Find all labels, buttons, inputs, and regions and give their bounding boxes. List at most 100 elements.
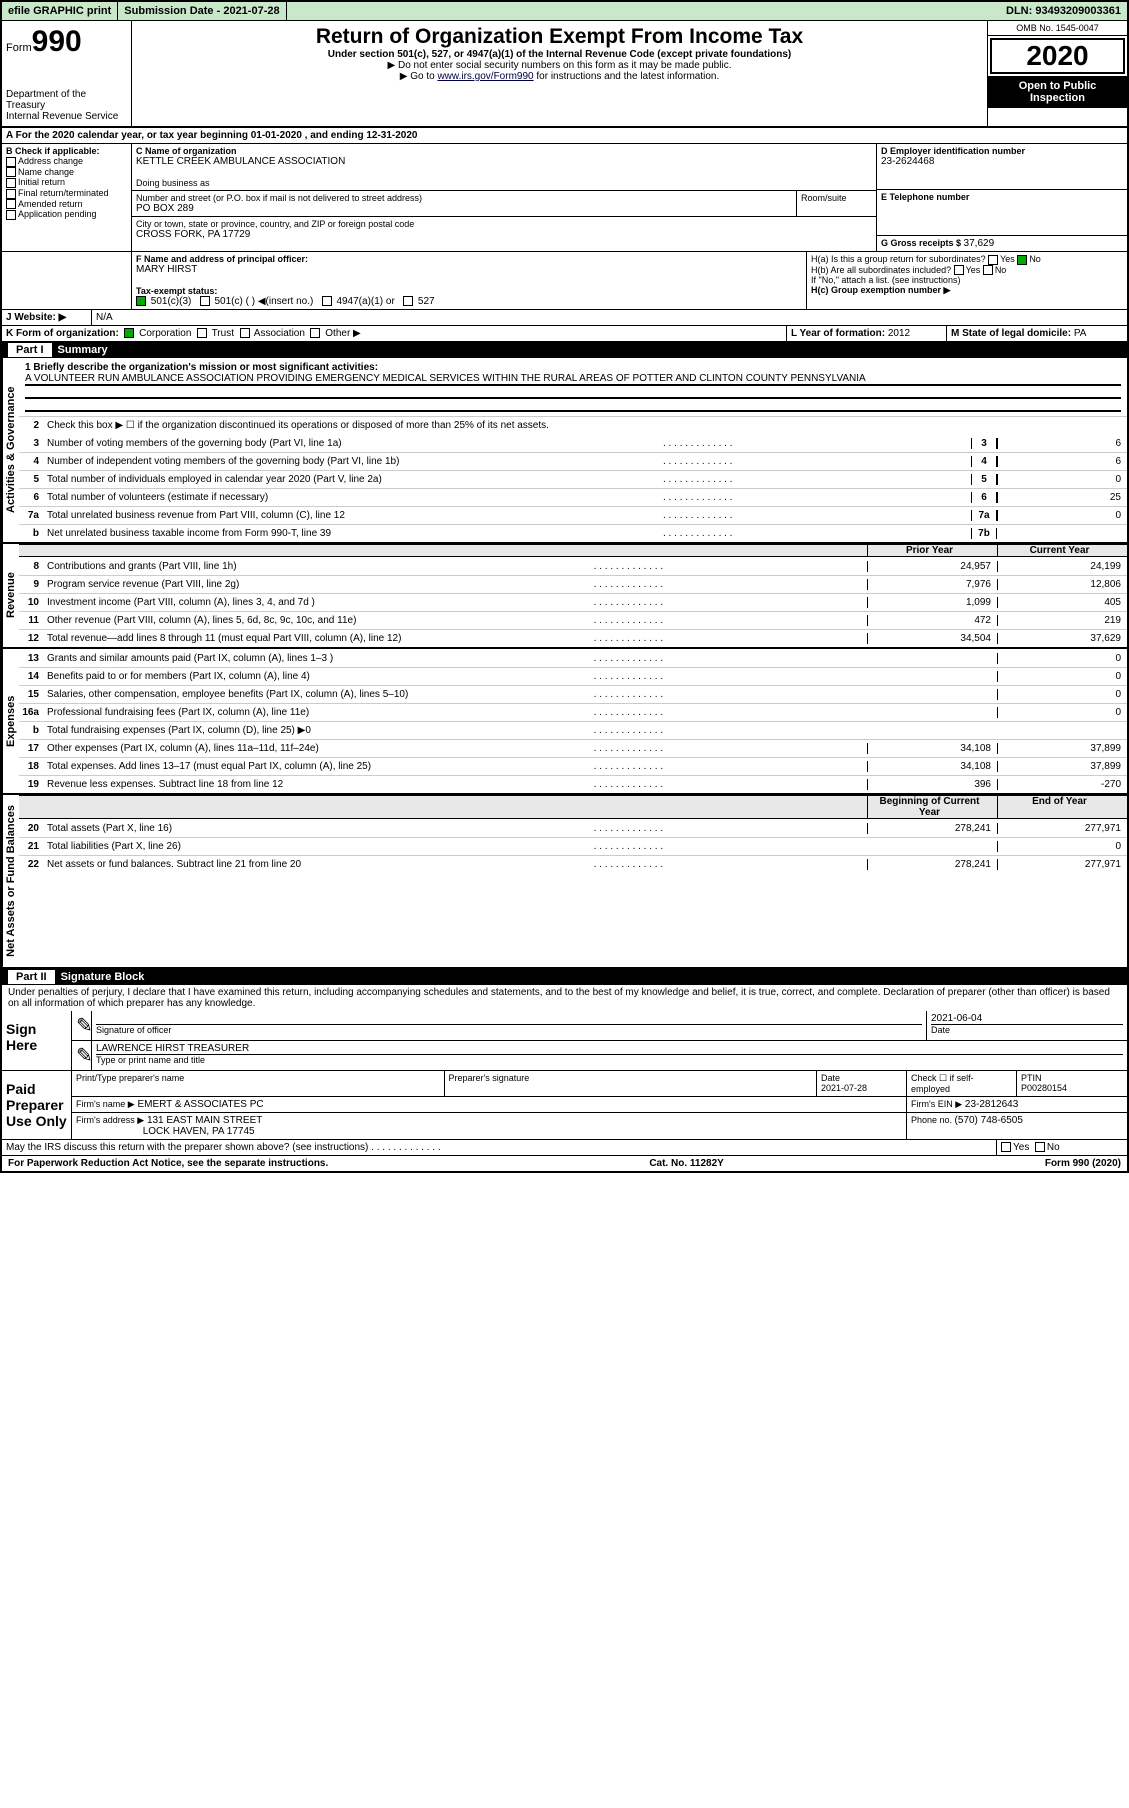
period-text: A For the 2020 calendar year, or tax yea… xyxy=(2,128,1127,143)
side-netassets: Net Assets or Fund Balances xyxy=(2,795,19,967)
box-hc: H(c) Group exemption number ▶ xyxy=(811,285,1123,296)
row-j: J Website: ▶ N/A xyxy=(2,310,1127,326)
phone-label: E Telephone number xyxy=(881,192,1123,202)
row-a-period: A For the 2020 calendar year, or tax yea… xyxy=(2,128,1127,144)
firm-phone: (570) 748-6505 xyxy=(955,1115,1023,1126)
part-1-header: Part ISummary xyxy=(2,342,1127,358)
city-label: City or town, state or province, country… xyxy=(136,219,872,229)
row-fh: F Name and address of principal officer:… xyxy=(2,252,1127,310)
header-middle: Return of Organization Exempt From Incom… xyxy=(132,21,987,126)
entity-block: B Check if applicable: Address change Na… xyxy=(2,144,1127,252)
box-defg: D Employer identification number 23-2624… xyxy=(877,144,1127,251)
org-city: CROSS FORK, PA 17729 xyxy=(136,229,872,240)
org-address: PO BOX 289 xyxy=(136,203,792,214)
eoy-hdr: End of Year xyxy=(997,796,1127,818)
cb-hb-yes[interactable] xyxy=(954,265,964,275)
section-activities: Activities & Governance 1 Briefly descri… xyxy=(2,358,1127,544)
dln: DLN: 93493209003361 xyxy=(1000,2,1127,20)
pen-icon: ✎ xyxy=(72,1041,92,1070)
form-title: Return of Organization Exempt From Incom… xyxy=(136,25,983,49)
footer-left: For Paperwork Reduction Act Notice, see … xyxy=(8,1158,328,1169)
sig-officer-label: Signature of officer xyxy=(96,1025,922,1035)
cb-amended[interactable] xyxy=(6,199,16,209)
cb-address-change[interactable] xyxy=(6,157,16,167)
open-to-public: Open to Public Inspection xyxy=(988,76,1127,108)
tax-year: 2020 xyxy=(990,38,1125,74)
ptin: P00280154 xyxy=(1021,1083,1067,1093)
cb-app-pending[interactable] xyxy=(6,210,16,220)
ein-label: D Employer identification number xyxy=(881,146,1123,156)
cb-assoc[interactable] xyxy=(240,328,250,338)
officer-name-title: LAWRENCE HIRST TREASURER xyxy=(96,1043,1123,1055)
omb-number: OMB No. 1545-0047 xyxy=(988,21,1127,36)
cb-4947[interactable] xyxy=(322,296,332,306)
side-expenses: Expenses xyxy=(2,649,19,793)
room-suite-label: Room/suite xyxy=(796,191,876,216)
cb-discuss-no[interactable] xyxy=(1035,1142,1045,1152)
bcy-hdr: Beginning of Current Year xyxy=(867,796,997,818)
cb-501c[interactable] xyxy=(200,296,210,306)
form-number: Form990 xyxy=(6,25,127,59)
gross-receipts-label: G Gross receipts $ xyxy=(881,238,964,248)
cb-501c3[interactable] xyxy=(136,296,146,306)
principal-officer: MARY HIRST xyxy=(136,264,802,275)
part-2-header: Part IISignature Block xyxy=(2,969,1127,985)
submission-date: Submission Date - 2021-07-28 xyxy=(118,2,286,20)
pen-icon: ✎ xyxy=(72,1011,92,1040)
mission-label: 1 Briefly describe the organization's mi… xyxy=(25,362,1121,373)
irs-link[interactable]: www.irs.gov/Form990 xyxy=(437,71,533,82)
cb-ha-yes[interactable] xyxy=(988,255,998,265)
part-2-no: Part II xyxy=(8,970,55,984)
prep-date: 2021-07-28 xyxy=(821,1083,867,1093)
form-990-page: efile GRAPHIC print Submission Date - 20… xyxy=(0,0,1129,1173)
prep-name-label: Print/Type preparer's name xyxy=(72,1071,445,1096)
firm-addr2: LOCK HAVEN, PA 17745 xyxy=(143,1126,255,1137)
dba-label: Doing business as xyxy=(136,178,872,188)
box-f-label: F Name and address of principal officer: xyxy=(136,254,802,264)
firm-ein: 23-2812643 xyxy=(965,1099,1018,1110)
sign-here-block: Sign Here ✎ Signature of officer 2021-06… xyxy=(2,1011,1127,1071)
box-i-label: Tax-exempt status: xyxy=(136,286,217,296)
firm-addr1: 131 EAST MAIN STREET xyxy=(147,1115,262,1126)
cb-trust[interactable] xyxy=(197,328,207,338)
form-subtitle-3: ▶ Go to www.irs.gov/Form990 for instruct… xyxy=(136,71,983,82)
cb-final-return[interactable] xyxy=(6,189,16,199)
efile-label[interactable]: efile GRAPHIC print xyxy=(2,2,118,20)
box-hb-note: If "No," attach a list. (see instruction… xyxy=(811,275,1123,285)
firm-name: EMERT & ASSOCIATES PC xyxy=(137,1099,263,1110)
date-label: Date xyxy=(931,1025,1123,1035)
cb-initial-return[interactable] xyxy=(6,178,16,188)
cb-hb-no[interactable] xyxy=(983,265,993,275)
gross-receipts: 37,629 xyxy=(964,238,995,249)
cb-discuss-yes[interactable] xyxy=(1001,1142,1011,1152)
cb-corp[interactable] xyxy=(124,328,134,338)
section-expenses: Expenses 13Grants and similar amounts pa… xyxy=(2,649,1127,795)
cb-527[interactable] xyxy=(403,296,413,306)
box-j-label: J Website: ▶ xyxy=(2,310,92,325)
paid-preparer-block: Paid Preparer Use Only Print/Type prepar… xyxy=(2,1071,1127,1140)
sig-date: 2021-06-04 xyxy=(931,1013,1123,1025)
discuss-row: May the IRS discuss this return with the… xyxy=(2,1140,1127,1156)
box-c: C Name of organization KETTLE CREEK AMBU… xyxy=(132,144,877,251)
box-l: L Year of formation: 2012 xyxy=(787,326,947,341)
section-netassets: Net Assets or Fund Balances Beginning of… xyxy=(2,795,1127,969)
header-right: OMB No. 1545-0047 2020 Open to Public In… xyxy=(987,21,1127,126)
cb-other[interactable] xyxy=(310,328,320,338)
box-b: B Check if applicable: Address change Na… xyxy=(2,144,132,251)
sign-here-label: Sign Here xyxy=(2,1011,72,1070)
side-activities: Activities & Governance xyxy=(2,358,19,542)
check-self-employed: Check ☐ if self-employed xyxy=(907,1071,1017,1096)
addr-label: Number and street (or P.O. box if mail i… xyxy=(136,193,792,203)
page-footer: For Paperwork Reduction Act Notice, see … xyxy=(2,1156,1127,1171)
cb-ha-no[interactable] xyxy=(1017,255,1027,265)
section-revenue: Revenue Prior YearCurrent Year 8Contribu… xyxy=(2,544,1127,649)
cb-name-change[interactable] xyxy=(6,167,16,177)
ein-value: 23-2624468 xyxy=(881,156,1123,167)
form-subtitle-1: Under section 501(c), 527, or 4947(a)(1)… xyxy=(136,49,983,60)
footer-mid: Cat. No. 11282Y xyxy=(649,1158,723,1169)
paid-preparer-label: Paid Preparer Use Only xyxy=(2,1071,72,1139)
footer-right: Form 990 (2020) xyxy=(1045,1158,1121,1169)
perjury-text: Under penalties of perjury, I declare th… xyxy=(2,985,1127,1011)
box-b-label: B Check if applicable: xyxy=(6,146,127,156)
org-name-label: C Name of organization xyxy=(136,146,872,156)
